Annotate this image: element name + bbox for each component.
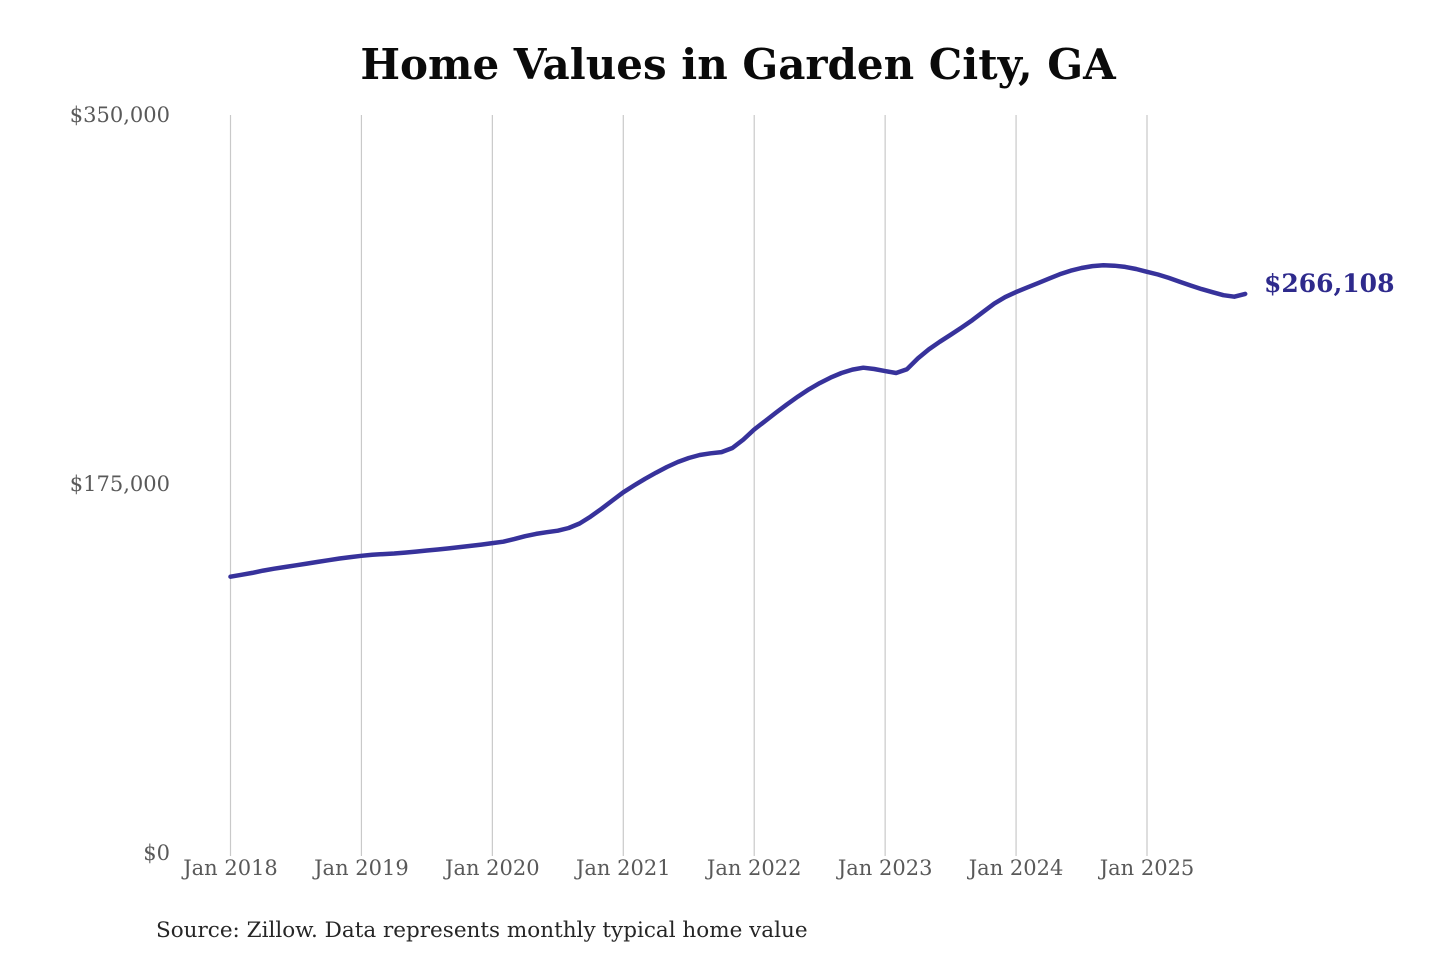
y-axis-tick-label: $175,000 (69, 472, 170, 496)
x-axis-tick-label: Jan 2018 (183, 856, 278, 880)
x-axis-tick-label: Jan 2019 (314, 856, 409, 880)
chart-title: Home Values in Garden City, GA (360, 40, 1116, 89)
latest-value-label: $266,108 (1264, 269, 1395, 298)
y-axis-tick-label: $350,000 (69, 103, 170, 127)
x-axis-tick-label: Jan 2025 (1099, 856, 1195, 880)
x-axis-tick-label: Jan 2021 (575, 856, 671, 880)
x-axis-tick-label: Jan 2023 (837, 856, 933, 880)
home-value-series-line (228, 262, 1248, 579)
x-axis-tick-label: Jan 2022 (706, 856, 802, 880)
x-axis-tick-label: Jan 2024 (968, 856, 1064, 880)
source-attribution: Source: Zillow. Data represents monthly … (156, 918, 808, 943)
y-axis-tick-label: $0 (143, 841, 170, 865)
x-axis-tick-label: Jan 2020 (445, 856, 540, 880)
